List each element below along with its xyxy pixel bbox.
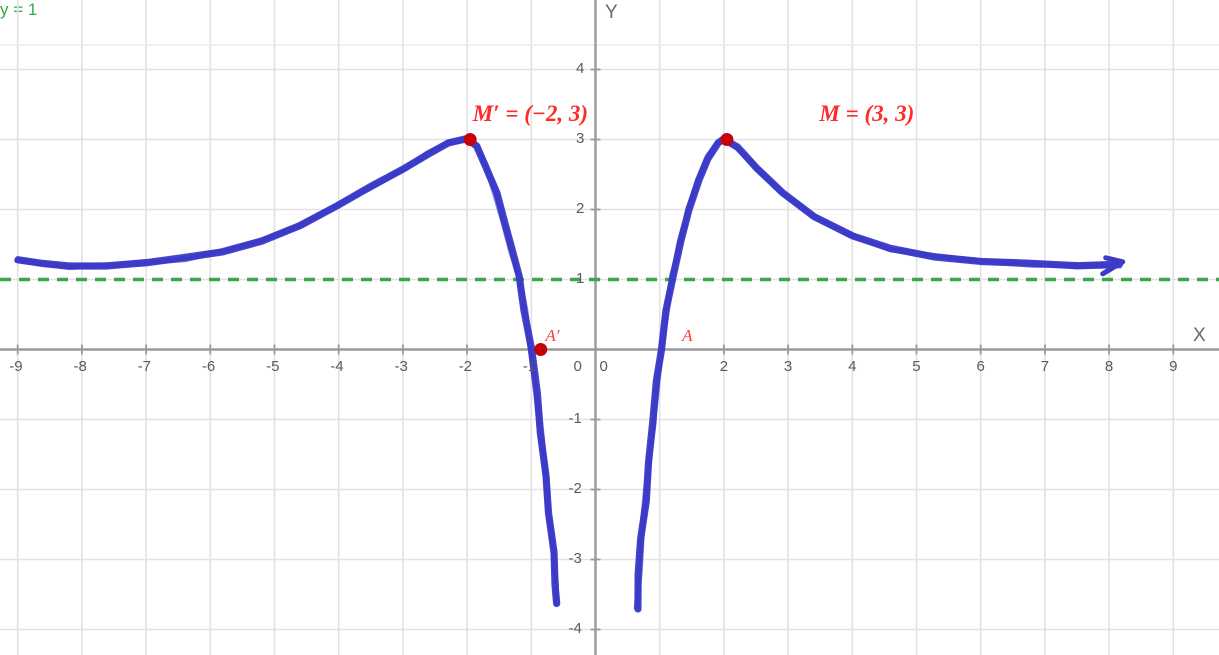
x-tick-label-3: 3 <box>783 357 793 375</box>
x-tick-label-2: 2 <box>719 357 729 375</box>
x-tick-label--2: -2 <box>458 357 473 375</box>
y-tick-label--3: -3 <box>568 549 582 567</box>
x-tick-label--4: -4 <box>330 357 344 375</box>
x-tick-label-4: 4 <box>848 357 857 375</box>
x-tick-label--5: -5 <box>266 357 280 375</box>
M-label: M = (3, 3) <box>819 101 915 126</box>
x-tick-label--7: -7 <box>137 357 152 375</box>
asymptote-label: y = 1 <box>0 0 38 19</box>
x-tick-label-6: 6 <box>976 357 985 375</box>
y-tick-label-4: 4 <box>576 59 585 77</box>
y-tick-label-1: 1 <box>576 269 585 287</box>
x-tick-label-9: 9 <box>1169 357 1178 375</box>
x-tick-label-5: 5 <box>912 357 921 375</box>
x-tick-label--9: -9 <box>9 357 23 375</box>
x-tick-label--1: -1 <box>522 357 537 375</box>
data-point-markers <box>463 133 734 356</box>
x-tick-label--8: -8 <box>73 357 87 375</box>
y-tick-label-2: 2 <box>576 199 585 217</box>
x-axis-label: X <box>1193 325 1206 346</box>
tick-label-layer: -9 -8 -7 -6 -5 -4 -3 -2 -1 0 2 3 4 5 6 7 8 9 4 3 2 1 0 -1 -2 -3 -4… <box>0 0 1219 637</box>
x-tick-label-8: 8 <box>1104 357 1114 375</box>
x-tick-label--3: -3 <box>394 357 408 375</box>
x-tick-label-7: 7 <box>1040 357 1050 375</box>
x-tick-label--6: -6 <box>201 357 216 375</box>
M-prime-label: M′ = (−2, 3) <box>472 101 588 126</box>
y-tick-label-3: 3 <box>576 129 585 147</box>
y-tick-label--1: -1 <box>568 409 582 427</box>
x-tick-label-0: 0 <box>599 357 608 375</box>
y-axis-label: Y <box>605 2 618 23</box>
y-tick-label-0: 0 <box>573 357 582 375</box>
y-tick-label--4: -4 <box>568 619 582 637</box>
A-label: A <box>682 326 693 346</box>
A-prime-label: A′ <box>545 326 560 346</box>
y-tick-label--2: -2 <box>568 479 582 497</box>
